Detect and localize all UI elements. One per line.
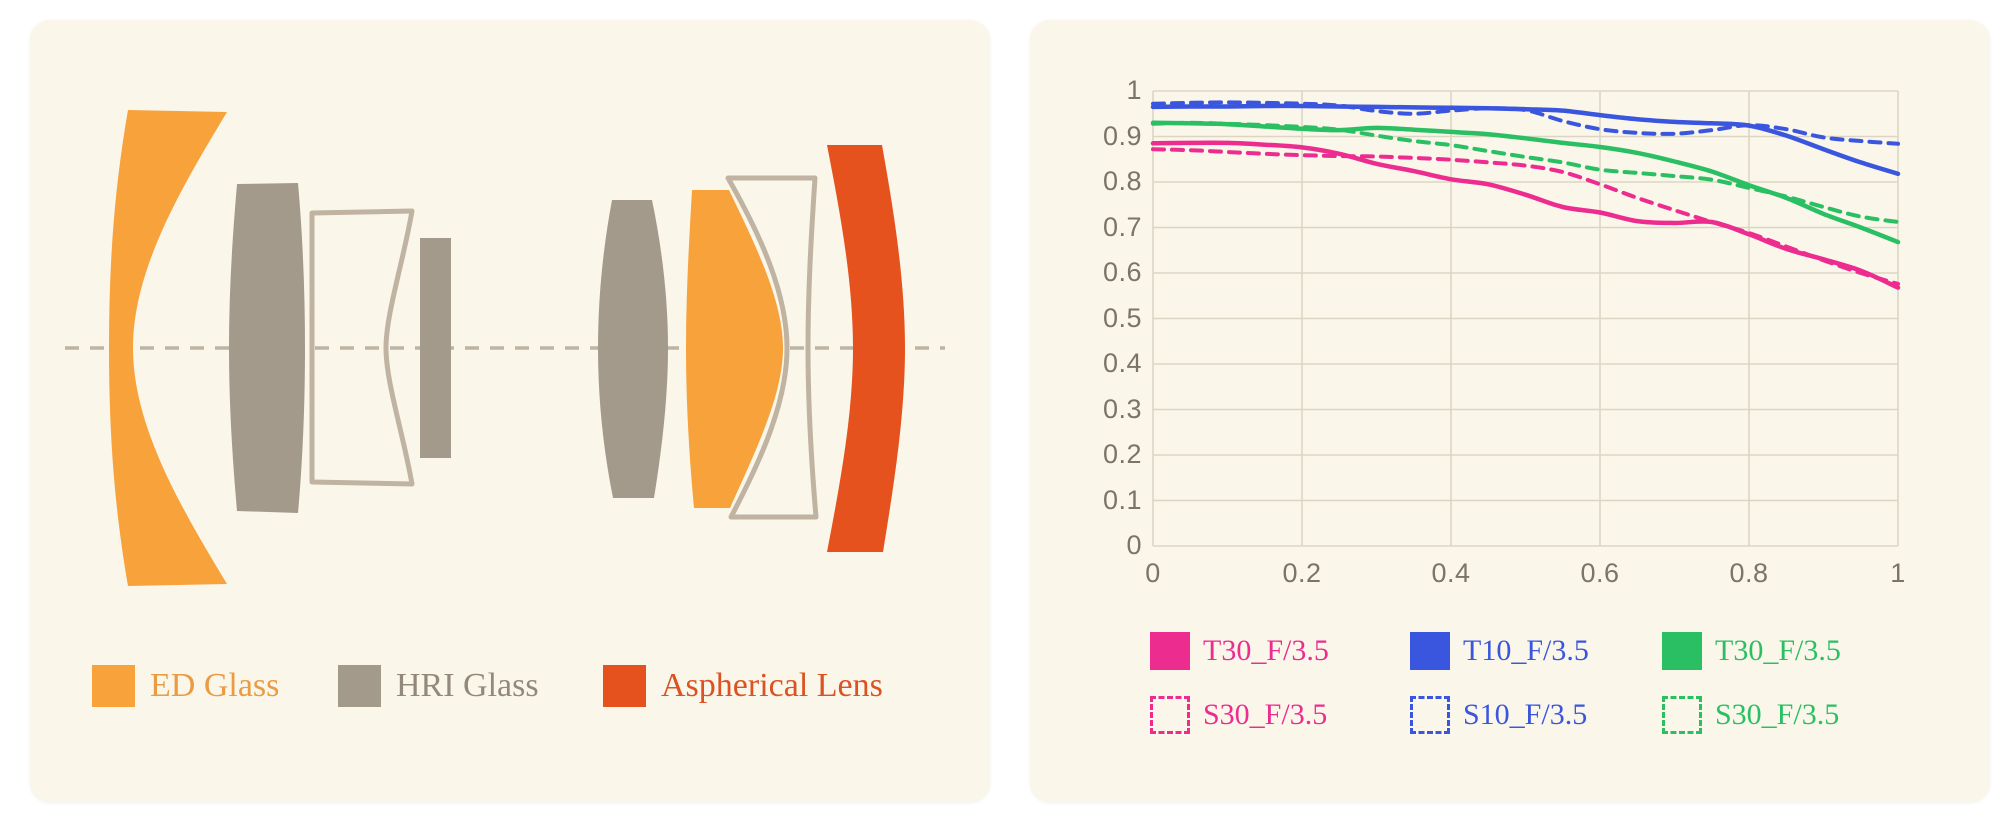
dashed-swatch	[1150, 696, 1190, 734]
aspherical-lens-label: Aspherical Lens	[661, 667, 883, 704]
mtf-chart-panel: 1 0.9 0.8 0.7 0.6 0.5 0.4 0.3 0.2 0.1 0 0 0.2 0.4 0.6…	[1030, 20, 1990, 802]
lens-element-ed-rear	[686, 190, 783, 508]
chart-legend-item-t10-f-3-5: T10_F/3.5	[1410, 632, 1589, 670]
hri-glass-label: HRI Glass	[396, 667, 539, 704]
chart-legend-item-s30-f-3-5: S30_F/3.5	[1662, 696, 1839, 734]
chart-legend-label: T30_F/3.5	[1203, 634, 1329, 667]
ed-glass-label: ED Glass	[150, 667, 280, 704]
lens-element-outline-1	[309, 208, 415, 487]
solid-swatch	[1410, 632, 1450, 670]
y-tick-label-0.7: 0.7	[1102, 211, 1142, 242]
lens-element-ed-front	[109, 110, 227, 586]
hri-glass-swatch	[338, 665, 381, 707]
lens-legend-item-aspherical-lens: Aspherical Lens	[603, 665, 883, 707]
y-tick-label-0.9: 0.9	[1102, 120, 1142, 151]
y-tick-label-0.1: 0.1	[1102, 484, 1142, 515]
solid-swatch	[1150, 632, 1190, 670]
chart-legend-label: S30_F/3.5	[1203, 698, 1328, 731]
chart-legend-label: T10_F/3.5	[1463, 634, 1589, 667]
x-tick-label-0.8: 0.8	[1729, 558, 1769, 588]
chart-legend-item-t30-f-3-5: T30_F/3.5	[1662, 632, 1841, 670]
dashed-swatch	[1410, 696, 1450, 734]
lens-cross-section-diagram	[65, 110, 945, 586]
mtf-chart-plot	[1150, 90, 1901, 547]
x-tick-label-0.2: 0.2	[1282, 558, 1322, 588]
y-tick-label-0.5: 0.5	[1102, 302, 1142, 333]
y-tick-label-0.6: 0.6	[1102, 257, 1142, 287]
x-tick-label-1: 1	[1890, 558, 1906, 588]
y-tick-label-0.8: 0.8	[1102, 166, 1142, 196]
solid-swatch	[1662, 632, 1702, 670]
curve-s30-f-3-5-1	[1151, 147, 1900, 286]
lens-legend-item-ed-glass: ED Glass	[92, 665, 279, 707]
chart-legend-label: S10_F/3.5	[1463, 698, 1588, 731]
chart-legend-label: S30_F/3.5	[1715, 698, 1840, 731]
curve-t30-f-3-5-0	[1150, 140, 1901, 290]
ed-glass-swatch	[92, 665, 135, 707]
y-tick-label-0.4: 0.4	[1102, 348, 1142, 378]
lens-element-aspherical	[827, 145, 905, 552]
curve-s30-f-3-5-5	[1151, 120, 1900, 224]
dashed-swatch	[1662, 696, 1702, 734]
y-tick-label-1: 1	[1126, 75, 1142, 105]
lens-legend: ED Glass HRI Glass Aspherical Lens	[30, 665, 990, 725]
y-tick-label-0.2: 0.2	[1102, 439, 1142, 469]
lens-element-hri-3	[598, 200, 668, 498]
lens-legend-item-hri-glass: HRI Glass	[338, 665, 539, 707]
chart-legend-label: T30_F/3.5	[1715, 634, 1841, 667]
y-tick-label-0.3: 0.3	[1102, 393, 1142, 424]
lens-element-outline-2	[725, 175, 819, 520]
x-tick-label-0.4: 0.4	[1431, 558, 1471, 588]
x-tick-label-0.6: 0.6	[1580, 558, 1620, 588]
chart-legend-item-s30-f-3-5: S30_F/3.5	[1150, 696, 1327, 734]
lens-element-hri-1	[229, 183, 305, 513]
lens-element-hri-2	[420, 238, 451, 458]
lens-diagram-panel: ED Glass HRI Glass Aspherical Lens	[30, 20, 990, 802]
x-tick-label-0: 0	[1145, 558, 1161, 588]
chart-legend-item-t30-f-3-5: T30_F/3.5	[1150, 632, 1329, 670]
y-tick-label-0: 0	[1126, 530, 1142, 560]
curve-s10-f-3-5-3	[1151, 100, 1900, 146]
aspherical-lens-swatch	[603, 665, 646, 707]
chart-legend-item-s10-f-3-5: S10_F/3.5	[1410, 696, 1587, 734]
